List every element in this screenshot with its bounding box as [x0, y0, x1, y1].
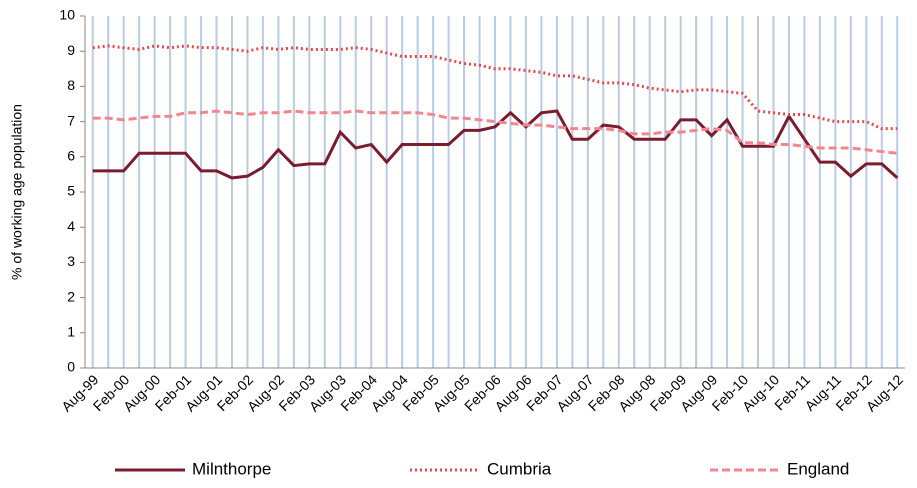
y-tick-label: 9 — [67, 42, 75, 58]
y-tick-label: 0 — [67, 359, 75, 375]
y-tick-label: 5 — [67, 183, 75, 199]
legend-label: Milnthorpe — [192, 459, 271, 478]
y-tick-label: 8 — [67, 77, 75, 93]
series-line — [92, 109, 898, 155]
legend-label: Cumbria — [487, 459, 552, 478]
y-tick-label: 1 — [67, 324, 75, 340]
y-tick-label: 10 — [59, 7, 75, 23]
y-tick-label: 7 — [67, 112, 75, 128]
legend-label: England — [787, 459, 849, 478]
series-line — [92, 44, 898, 131]
y-tick-label: 6 — [67, 148, 75, 164]
y-axis-label: % of working age population — [9, 104, 25, 280]
y-tick-label: 3 — [67, 253, 75, 269]
series-line — [92, 109, 899, 180]
y-tick-label: 4 — [67, 218, 75, 234]
y-tick-label: 2 — [67, 288, 75, 304]
